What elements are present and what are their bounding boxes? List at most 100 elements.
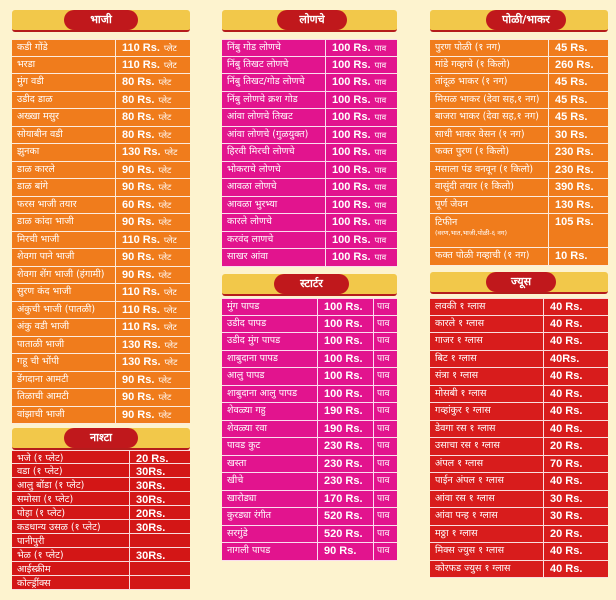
lonche-item-price: 100 Rs. पाव <box>326 92 397 109</box>
starter-item-price: 170 Rs. <box>318 490 374 507</box>
lonche-item-price: 100 Rs. पाव <box>326 197 397 214</box>
lonche-item-price-text: 100 Rs. <box>332 93 371 106</box>
juice-item-price: 30 Rs. <box>550 510 583 522</box>
starter-item-unit: पाव <box>377 423 390 434</box>
bhaji-item-name: डेंगदाना आमटी <box>12 371 116 388</box>
juice-item-name: कारले १ ग्लास <box>430 315 544 332</box>
bhaji-table: कडी गोंडे 110 Rs. प्लेट भरडा 110 Rs. प्लेट मुं… <box>12 39 190 424</box>
juice-row: अंपल १ ग्लास 70 Rs. <box>430 455 608 473</box>
juice-row: कारले १ ग्लास 40 Rs. <box>430 315 608 333</box>
poli-item-name: बाजरा भाकर (देवा सह,१ नग) <box>430 109 549 126</box>
bhaji-item-price-text: 110 Rs. <box>122 321 160 333</box>
juice-item-price: 40 Rs. <box>550 370 583 382</box>
bhaji-item-price: 110 Rs. प्लेट <box>116 319 190 336</box>
lonche-item-price-text: 100 Rs. <box>332 251 371 263</box>
lonche-item-price-text: 100 Rs. <box>332 198 371 211</box>
lonche-item-price: 100 Rs. पाव <box>326 214 397 231</box>
starter-item-name: आलु पापड <box>222 368 318 385</box>
lonche-row: हिरवी मिरची लोणचे 100 Rs. पाव <box>222 144 397 162</box>
starter-item-price: 520 Rs. <box>318 525 374 542</box>
nashta-item-name: वडा (१ प्लेट) <box>12 464 130 477</box>
starter-item-name: शाबुदाना आलु पापड <box>222 385 318 402</box>
bhaji-item-name: फरस भाजी तयार <box>12 196 116 213</box>
lonche-item-name: भोकराचे लोणचे <box>222 161 326 178</box>
poli-item-price: 105 Rs. <box>555 216 594 228</box>
bhaji-item-price-text: 90 Rs. <box>122 181 155 193</box>
lonche-item-price-text: 100 Rs. <box>332 128 371 141</box>
juice-item-name: मोसबी १ ग्लास <box>430 385 544 402</box>
bhaji-item-unit: प्लेट <box>158 252 172 262</box>
bhaji-item-price-text: 80 Rs. <box>122 111 155 123</box>
lonche-item-unit: पाव <box>374 43 387 53</box>
juice-item-price: 30 Rs. <box>550 492 583 505</box>
nashta-row: समोसा (१ प्लेट) 30Rs. <box>12 492 190 506</box>
juice-row: उसाचा रस १ ग्लास 20 Rs. <box>430 438 608 456</box>
bhaji-item-price: 90 Rs. प्लेट <box>116 162 190 179</box>
bhaji-item-unit: प्लेट <box>158 392 172 402</box>
nashta-item-price: 20Rs. <box>136 508 166 519</box>
nashta-item-price: 20 Rs. <box>136 453 169 463</box>
lonche-item-unit: पाव <box>374 182 387 192</box>
starter-item-unit: पाव <box>377 353 390 364</box>
poli-item-name: वासुंदी तयार (१ किलो) <box>430 179 549 196</box>
starter-item-name: उडीद पापड <box>222 315 318 332</box>
lonche-item-unit: पाव <box>374 147 387 157</box>
poli-row: मांडे गव्हाचे (१ किलो) 260 Rs. <box>430 56 608 74</box>
poli-item-name: फक्त पुरण (१ किलो) <box>430 144 549 161</box>
nashta-row: आईस्क्रीम <box>12 562 190 576</box>
poli-item-price: 390 Rs. <box>555 181 594 193</box>
lonche-item-name: साखर आंवा <box>222 249 326 266</box>
nashta-item-price: 30Rs. <box>136 522 166 533</box>
bhaji-item-unit: प्लेट <box>158 374 172 385</box>
bhaji-item-price: 130 Rs. प्लेट <box>116 354 190 371</box>
starter-item-unit: पाव <box>377 406 390 416</box>
lonche-row: आंवा लोणचे (गुळयुक्त) 100 Rs. पाव <box>222 126 397 144</box>
juice-item-name: लवकी १ ग्लास <box>430 299 544 315</box>
nashta-item-price <box>130 576 190 589</box>
lonche-row: भोकराचे लोणचे 100 Rs. पाव <box>222 161 397 179</box>
bhaji-row: मिरची भाजी 110 Rs. प्लेट <box>12 231 190 249</box>
nashta-header: नाश्टा <box>12 428 190 450</box>
bhaji-item-name: पाताळी भाजी <box>12 336 116 353</box>
bhaji-item-price: 110 Rs. प्लेट <box>116 284 190 301</box>
bhaji-item-unit: प्लेट <box>163 59 177 70</box>
nashta-item-name: कडधान्य उसळ (१ प्लेट) <box>12 520 130 533</box>
lonche-row: आवळा लोणचे 100 Rs. पाव <box>222 179 397 197</box>
lonche-item-price-text: 100 Rs. <box>332 233 371 246</box>
starter-item-price: 230 Rs. <box>318 473 374 490</box>
juice-item-name: डेवगा रस १ ग्लास <box>430 420 544 437</box>
lonche-item-name: आंवा लोणचे (गुळयुक्त) <box>222 126 326 143</box>
poli-item-price: 45 Rs. <box>555 76 588 88</box>
starter-row: शेवळ्या रवा 190 Rs. पाव <box>222 420 397 438</box>
lonche-item-price-text: 100 Rs. <box>332 163 371 176</box>
juice-item-name: आंवा रस १ ग्लास <box>430 490 544 507</box>
starter-item-unit: पाव <box>377 318 390 329</box>
juice-row: मठ्ठा १ ग्लास 20 Rs. <box>430 525 608 543</box>
starter-row: शाबुदाना पापड 100 Rs. पाव <box>222 350 397 368</box>
poli-item-name: टिफीन (वरण,भात,भाजी,पोळी-६ नग) <box>430 214 549 247</box>
juice-header: ज्यूस <box>430 272 608 294</box>
bhaji-row: अंकु वडी भाजी 110 Rs. प्लेट <box>12 319 190 337</box>
juice-item-price: 40 Rs. <box>550 387 583 400</box>
bhaji-item-name: सुरण कंद भाजी <box>12 284 116 301</box>
bhaji-item-price: 90 Rs. प्लेट <box>116 249 190 266</box>
poli-item-name-text: मसाला पंड वनवून (१ किलो) <box>435 163 534 175</box>
juice-item-name: कोरफड ज्युस १ ग्लास <box>430 560 544 577</box>
poli-header: पोळी/भाकर <box>430 10 608 32</box>
poli-item-name: तांदूळ भाकर (१ नग) <box>430 74 549 91</box>
lonche-header: लोणचे <box>222 10 397 32</box>
juice-item-price: 40 Rs. <box>550 422 583 435</box>
poli-row: पूर्ण जेवन 130 Rs. <box>430 196 608 214</box>
nashta-item-price <box>130 562 190 575</box>
nashta-item-name: कोल्ड्रींक्स <box>12 576 130 589</box>
nashta-item-price: 30Rs. <box>136 550 166 561</box>
starter-row: उडीद मुंग पापड 100 Rs. पाव <box>222 333 397 351</box>
bhaji-item-unit: प्लेट <box>158 112 172 122</box>
bhaji-item-price: 110 Rs. प्लेट <box>116 302 190 319</box>
bhaji-item-name: गहू ची भोंपी <box>12 354 116 371</box>
nashta-item-price: 30Rs. <box>136 494 166 505</box>
starter-item-name: खीचे <box>222 473 318 490</box>
nashta-item-price: 30Rs. <box>136 466 166 477</box>
poli-item-name-text: साधी भाकर वेसन (१ नग) <box>435 128 525 140</box>
juice-row: संत्रा १ ग्लास 40 Rs. <box>430 368 608 386</box>
